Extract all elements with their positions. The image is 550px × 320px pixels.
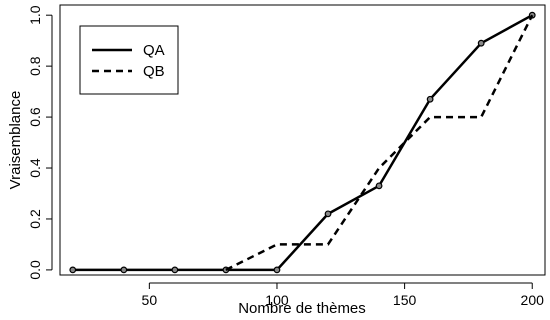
y-tick-label: 0.8 (27, 56, 43, 76)
legend-label-qb: QB (143, 63, 165, 80)
x-tick-label: 200 (521, 292, 545, 308)
x-axis: 50 100 150 200 (142, 282, 545, 308)
data-point-qa (273, 266, 281, 274)
data-point-qa (324, 210, 332, 218)
data-point-qa (171, 266, 179, 274)
data-point-qa (69, 266, 77, 274)
data-point-qa (120, 266, 128, 274)
legend: QA QB (79, 25, 179, 95)
legend-box (79, 25, 179, 95)
y-tick-label: 0.2 (27, 209, 43, 229)
y-axis-title: Vraisemblance (7, 91, 24, 190)
series-line-qb (225, 14, 534, 272)
x-tick-label: 150 (393, 292, 417, 308)
y-tick-label: 0.4 (27, 158, 43, 178)
series-line-qa (72, 14, 533, 272)
series-layer (69, 11, 536, 274)
plot-frame (59, 4, 546, 276)
x-axis-title: Nombre de thèmes (238, 300, 366, 317)
legend-label-qa: QA (143, 42, 165, 59)
data-point-qa (477, 39, 485, 47)
y-tick-label: 0.0 (27, 260, 43, 280)
x-tick-label: 100 (265, 292, 289, 308)
y-axis: 0.0 0.2 0.4 0.6 0.8 1.0 (27, 5, 53, 280)
data-point-qa (426, 95, 434, 103)
y-tick-label: 1.0 (27, 5, 43, 25)
x-tick-label: 50 (142, 292, 158, 308)
y-tick-label: 0.6 (27, 107, 43, 127)
data-point-qa (375, 182, 383, 190)
